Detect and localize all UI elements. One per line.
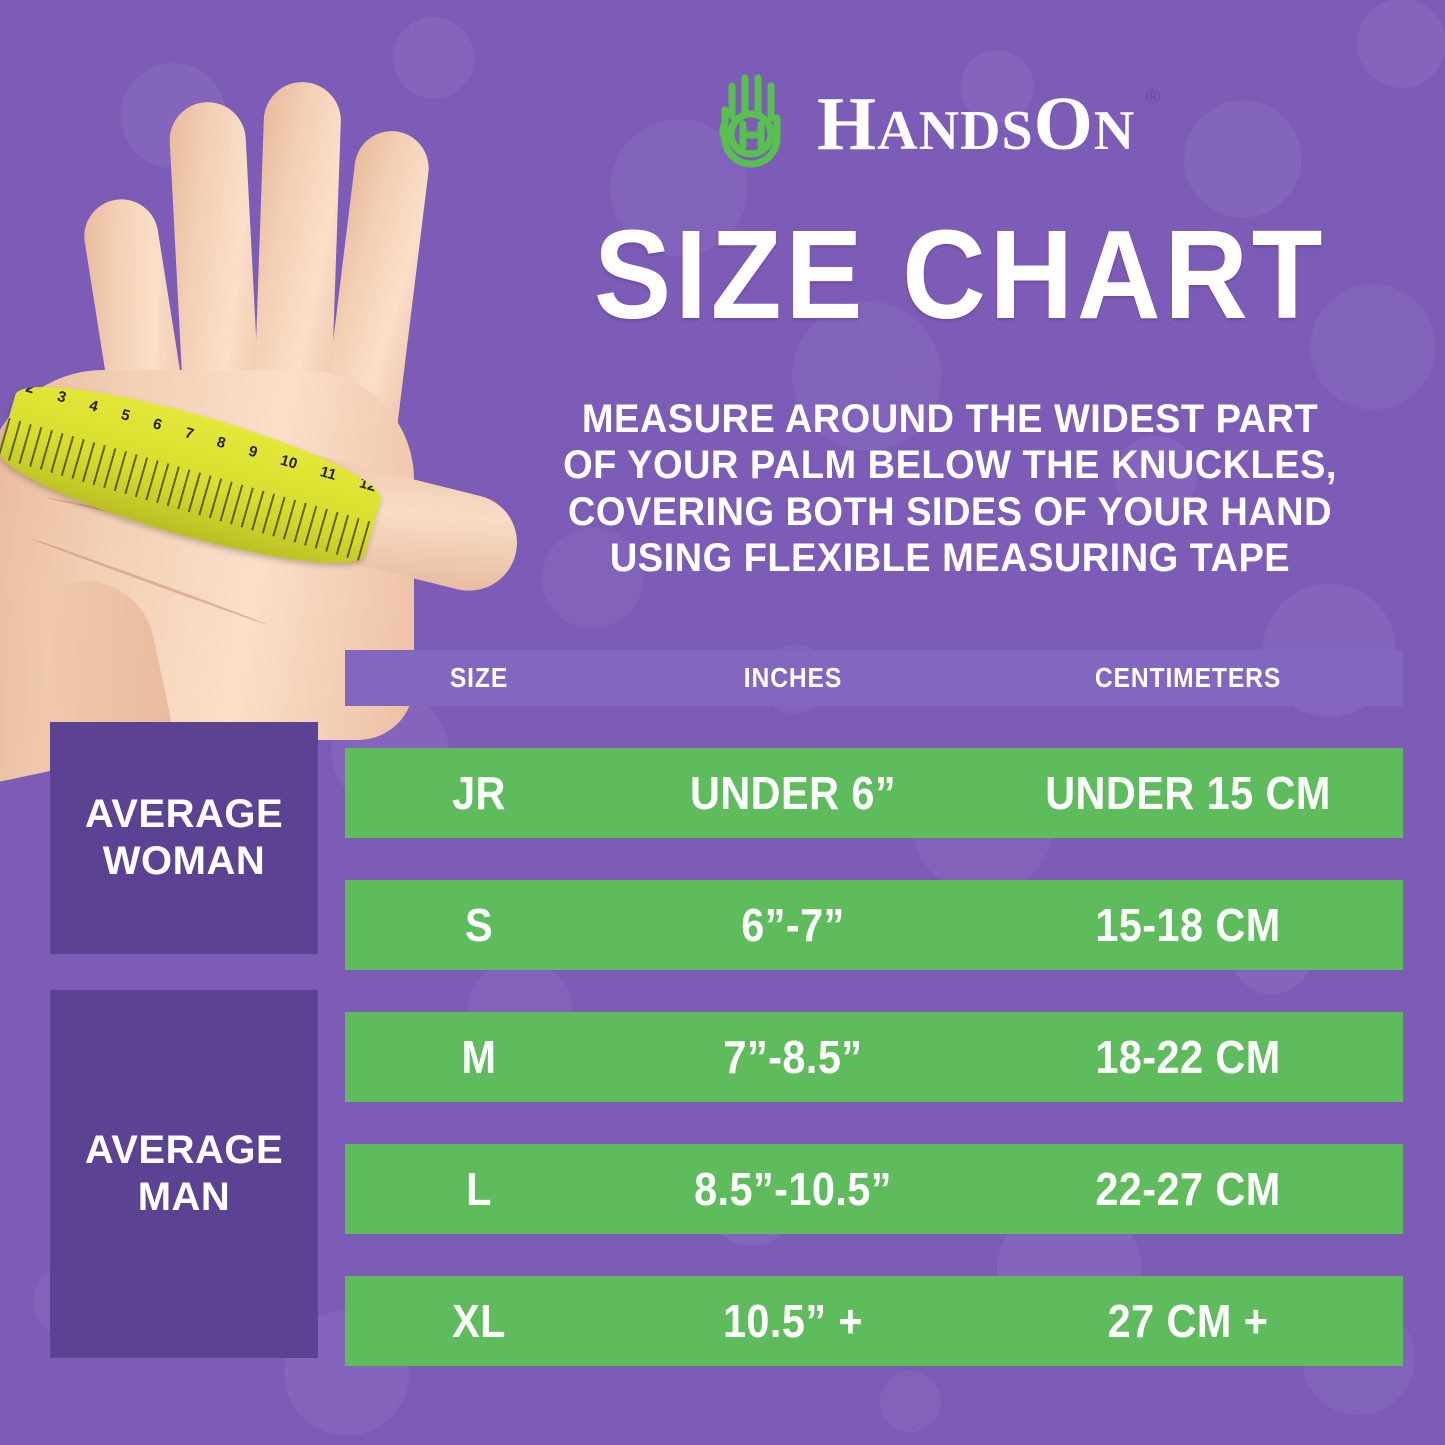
category-line-2: WOMAN <box>102 839 266 883</box>
tape-number: 7 <box>182 424 196 444</box>
wordmark-n: N <box>1093 100 1136 162</box>
category-label-average-woman: AVERAGE WOMAN <box>50 722 318 954</box>
wordmark-o: O <box>1033 82 1094 166</box>
category-label-average-man: AVERAGE MAN <box>50 990 318 1358</box>
cell-inches: 10.5” + <box>722 1295 864 1347</box>
cell-centimeters: 18-22 CM <box>1095 1031 1281 1083</box>
page-title: SIZE CHART <box>593 204 1327 345</box>
cell-inches: UNDER 6” <box>689 767 897 819</box>
tape-number: 3 <box>55 387 69 407</box>
instruction-line: MEASURE AROUND THE WIDEST PART <box>581 397 1319 441</box>
instruction-line: OF YOUR PALM BELOW THE KNUCKLES, <box>563 443 1337 488</box>
brand-wordmark: HANDSON ® <box>817 86 1160 162</box>
tape-number: 2 <box>23 378 37 398</box>
tape-number: 8 <box>214 433 228 453</box>
column-header-centimeters: CENTIMETERS <box>1094 662 1282 693</box>
measurement-instructions: MEASURE AROUND THE WIDEST PART OF YOUR P… <box>523 396 1378 582</box>
size-chart-table: SIZE INCHES CENTIMETERS JR UNDER 6” UNDE… <box>345 650 1403 1366</box>
cell-centimeters: UNDER 15 CM <box>1045 767 1331 819</box>
hand-measurement-photo: 2 3 4 5 6 7 8 9 10 11 12 <box>0 70 528 792</box>
cell-inches: 7”-8.5” <box>723 1031 863 1083</box>
cell-centimeters: 22-27 CM <box>1095 1163 1281 1215</box>
registered-trademark-icon: ® <box>1146 87 1162 108</box>
hand-outline-icon <box>719 74 781 168</box>
cell-inches: 8.5”-10.5” <box>694 1163 892 1215</box>
wordmark-ands: ANDS <box>877 100 1034 162</box>
tape-number: 9 <box>246 442 260 462</box>
cell-centimeters: 15-18 CM <box>1095 899 1281 951</box>
cell-inches: 6”-7” <box>741 899 845 951</box>
cell-size: L <box>466 1163 492 1215</box>
cell-centimeters: 27 CM + <box>1107 1295 1269 1347</box>
brand-logo: HANDSON ® <box>715 72 1160 176</box>
cell-size: S <box>464 899 494 951</box>
table-row: M 7”-8.5” 18-22 CM <box>345 1012 1403 1102</box>
cell-size: M <box>461 1031 497 1083</box>
tape-number: 10 <box>278 451 300 473</box>
category-line-2: MAN <box>137 1175 231 1219</box>
cell-size: JR <box>452 767 506 819</box>
table-row: L 8.5”-10.5” 22-27 CM <box>345 1144 1403 1234</box>
table-row: XL 10.5” + 27 CM + <box>345 1276 1403 1366</box>
table-row: JR UNDER 6” UNDER 15 CM <box>345 748 1403 838</box>
table-header-row: SIZE INCHES CENTIMETERS <box>345 650 1403 706</box>
tape-number: 11 <box>318 463 339 484</box>
tape-number: 12 <box>357 474 379 496</box>
instruction-line: COVERING BOTH SIDES OF YOUR HAND <box>567 489 1333 534</box>
tape-number: 5 <box>119 406 132 425</box>
wordmark-h: H <box>817 82 878 166</box>
tape-number: 4 <box>87 396 101 416</box>
category-line-1: AVERAGE <box>84 1127 284 1172</box>
instruction-line: USING FLEXIBLE MEASURING TAPE <box>609 536 1291 581</box>
column-header-size: SIZE <box>449 662 509 693</box>
tape-number: 6 <box>151 415 164 434</box>
column-header-inches: INCHES <box>743 662 843 693</box>
table-row: S 6”-7” 15-18 CM <box>345 880 1403 970</box>
category-line-1: AVERAGE <box>84 791 284 836</box>
cell-size: XL <box>452 1295 506 1347</box>
